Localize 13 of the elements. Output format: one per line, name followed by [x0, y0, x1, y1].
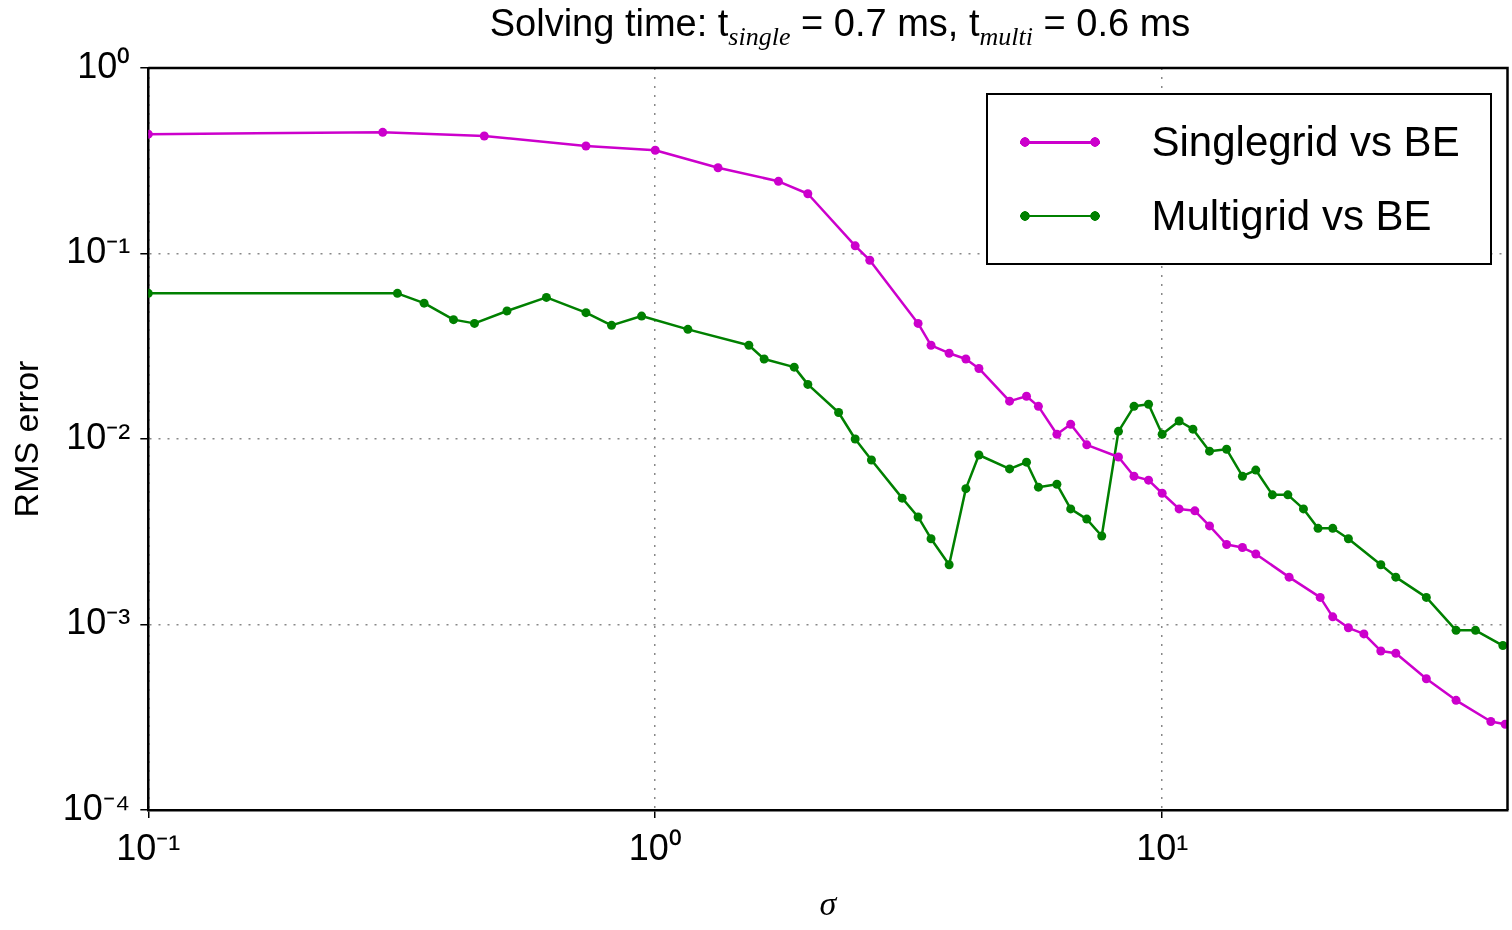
legend-label: Multigrid vs BE	[1151, 192, 1432, 240]
x-tick-label: 10⁰	[628, 826, 682, 868]
y-tick-label: 10⁻³	[66, 601, 131, 643]
y-tick-label: 10⁻²	[66, 415, 131, 457]
x-axis-title: σ	[819, 884, 838, 922]
y-tick-label: 10⁰	[77, 44, 131, 86]
x-tick-label: 10⁻¹	[116, 826, 181, 868]
y-tick-label: 10⁻¹	[66, 230, 131, 272]
chart-title: Solving time: t$_{single}$ = 0.7 ms, t$_{multi}$ = 0.6 ms	[488, 2, 1192, 52]
x-tick-label: 10¹	[1136, 826, 1189, 868]
y-tick-label: 10⁻⁴	[62, 786, 131, 828]
legend-label: Singlegrid vs BE	[1151, 118, 1460, 166]
y-axis-title: RMS error	[6, 360, 45, 518]
